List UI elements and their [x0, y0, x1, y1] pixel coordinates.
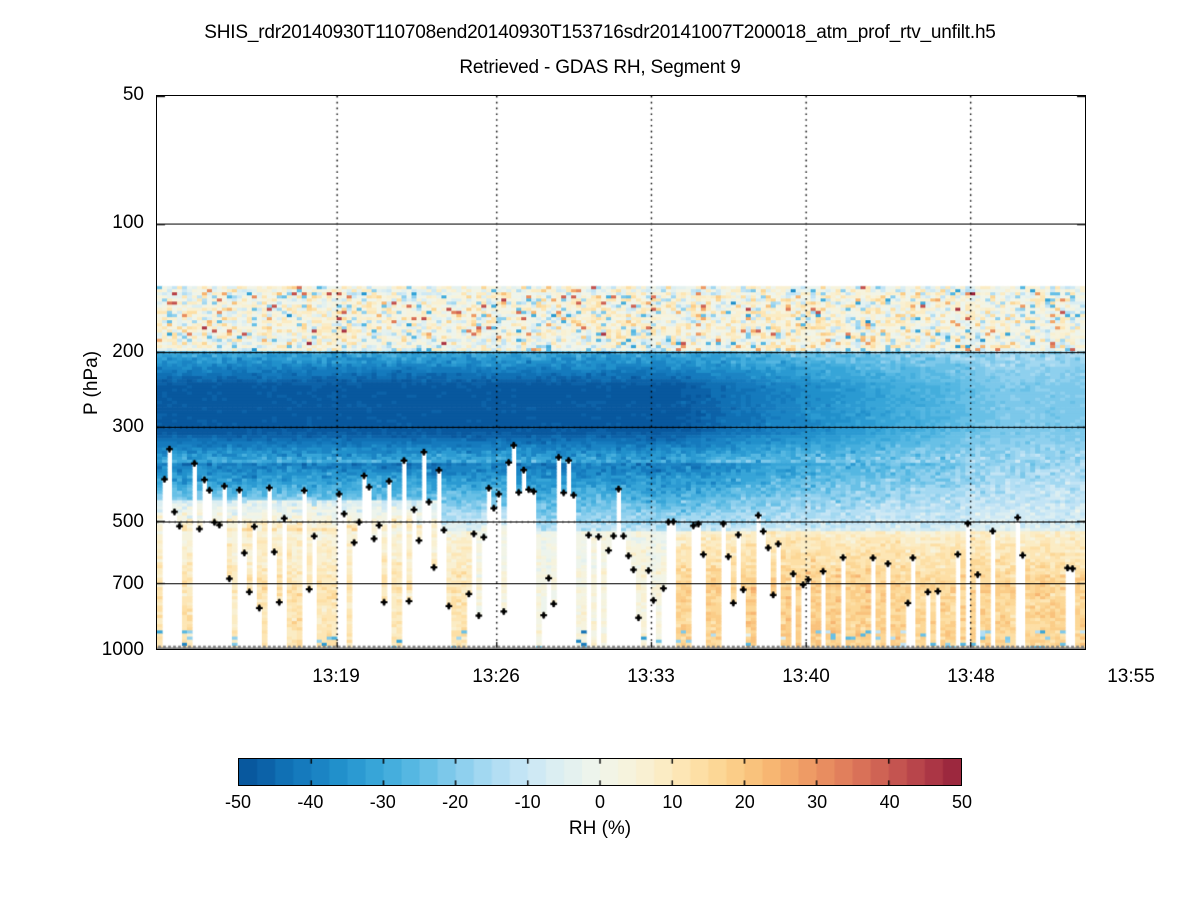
x-tick-label-1: 13:26 [472, 666, 520, 687]
figure-title-line1: SHIS_rdr20140930T110708end20140930T15371… [204, 22, 996, 43]
x-tick-label-4: 13:48 [947, 666, 995, 687]
y-tick-label-500: 500 [112, 510, 144, 532]
colorbar [238, 758, 962, 786]
x-tick-label-5: 13:55 [1107, 666, 1155, 687]
y-tick-label-1000: 1000 [101, 639, 144, 660]
y-tick-label-300: 300 [112, 415, 144, 437]
x-tick-label-0: 13:19 [312, 666, 360, 687]
plot-area [156, 95, 1086, 650]
y-tick-label-50: 50 [122, 84, 144, 105]
y-tick-label-700: 700 [112, 572, 144, 594]
y-tick-label-200: 200 [112, 340, 144, 362]
y-tick-label-100: 100 [112, 212, 144, 234]
colorbar-axis-label: RH (%) [568, 818, 632, 839]
heatmap-canvas [157, 96, 1085, 649]
colorbar-canvas [238, 758, 962, 786]
figure-title-line2: Retrieved - GDAS RH, Segment 9 [459, 57, 741, 78]
x-tick-label-3: 13:40 [782, 666, 830, 687]
x-tick-label-2: 13:33 [627, 666, 675, 687]
